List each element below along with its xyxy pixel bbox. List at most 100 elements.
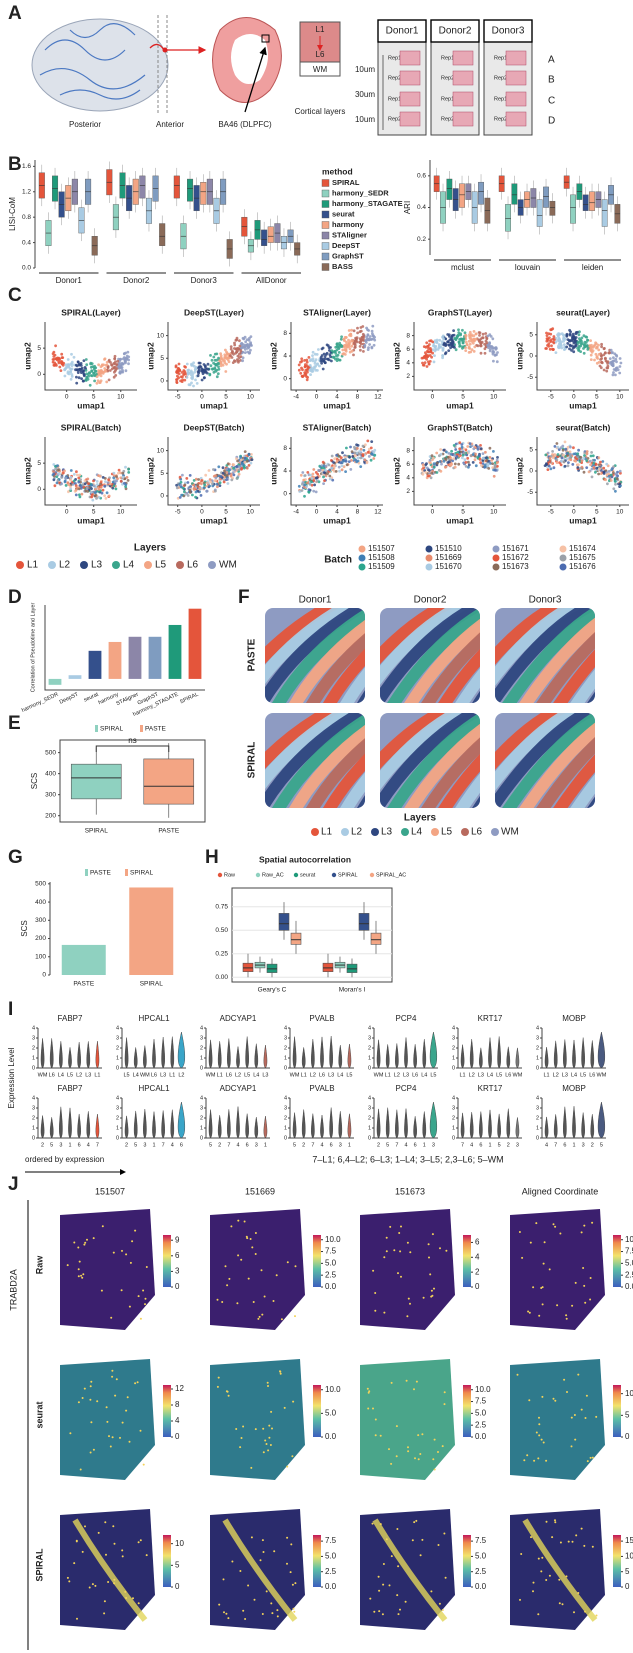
- x-tick-label: 8: [356, 509, 360, 516]
- hot-spot: [407, 1450, 410, 1453]
- embedding-dot: [197, 478, 201, 481]
- embedding-dot: [367, 338, 371, 342]
- violin: [385, 1107, 390, 1139]
- violin: [429, 1101, 438, 1139]
- legend-label: 151676: [569, 562, 596, 571]
- y-tick-label: 500: [45, 749, 56, 756]
- hot-spot: [228, 1277, 231, 1280]
- hot-spot: [433, 1438, 436, 1441]
- embedding-dot: [600, 360, 604, 364]
- embedding-dot: [182, 486, 185, 490]
- legend-label: WM: [219, 560, 237, 571]
- colorbar-label: 7.5: [475, 1536, 487, 1545]
- embedding-dot: [186, 494, 190, 497]
- column-title: 151669: [245, 1186, 275, 1196]
- embedding-dot: [616, 474, 619, 478]
- legend-swatch: [16, 561, 24, 569]
- embedding-dot: [614, 353, 618, 357]
- hot-spot: [136, 1381, 139, 1384]
- gene-title: MOBP: [562, 1084, 586, 1093]
- embedding-dot: [608, 357, 612, 360]
- tissue-section: [510, 1209, 605, 1330]
- embedding-dot: [204, 370, 208, 373]
- legend-swatch: [559, 563, 567, 571]
- embedding-dot: [612, 356, 615, 359]
- violin: [320, 1115, 324, 1139]
- row-title: PASTE: [247, 638, 258, 671]
- column-title: Donor2: [414, 595, 447, 606]
- x-tick-label: 3: [143, 1142, 146, 1148]
- embedding-dot: [548, 460, 552, 463]
- y-tick-label: 0: [37, 371, 41, 378]
- embedding-dot: [602, 466, 606, 470]
- embedding-dot: [84, 358, 88, 361]
- embedding-dot: [65, 365, 69, 369]
- embedding-dot: [221, 466, 225, 470]
- y-axis-label: Correlation of Pseudotime and Layer: [30, 603, 36, 693]
- hot-spot: [272, 1300, 275, 1302]
- violin: [413, 1116, 417, 1139]
- hot-spot: [443, 1403, 446, 1406]
- hot-spot: [128, 1440, 131, 1443]
- hot-spot: [279, 1370, 282, 1373]
- x-tick-label: 3: [432, 1142, 435, 1148]
- colorbar-label: 9: [175, 1235, 180, 1244]
- violin: [563, 1106, 567, 1139]
- violin: [133, 1047, 138, 1069]
- embedding-dot: [233, 343, 237, 347]
- embedding-dot: [311, 472, 315, 476]
- embedding-dot: [590, 475, 594, 479]
- embedding-dot: [187, 383, 191, 387]
- hot-spot: [369, 1597, 372, 1600]
- y-tick-label: 2: [116, 1115, 119, 1121]
- hot-spot: [577, 1373, 580, 1376]
- hot-spot: [422, 1296, 425, 1299]
- capture-area: [505, 70, 527, 86]
- embedding-dot: [303, 494, 306, 498]
- embedding-dot: [572, 350, 576, 354]
- hot-spot: [145, 1266, 148, 1268]
- capture-area: [399, 50, 421, 66]
- gene-title: ADCYAP1: [220, 1014, 257, 1023]
- bar: [148, 636, 162, 679]
- embedding-dot: [343, 455, 347, 459]
- embedding-dot: [441, 334, 445, 338]
- colorbar-label: 5.0: [475, 1552, 487, 1561]
- embedding-dot: [341, 451, 344, 455]
- embedding-dot: [327, 463, 331, 467]
- embedding-dot: [358, 330, 362, 334]
- legend-label: L5: [441, 827, 453, 838]
- embedding-dot: [183, 370, 187, 373]
- hot-spot: [537, 1457, 540, 1460]
- legend-label: seurat: [300, 872, 316, 878]
- embedding-dot: [192, 361, 196, 365]
- donor-label: Donor3: [492, 26, 525, 37]
- embedding-dot: [190, 364, 194, 367]
- x-tick-label: L1: [217, 1072, 223, 1078]
- embedding-dot: [117, 365, 120, 368]
- violin: [553, 1040, 558, 1069]
- hot-spot: [216, 1298, 219, 1301]
- embedding-dot: [353, 342, 356, 346]
- y-tick-label: 0: [116, 1065, 119, 1071]
- embedding-dot: [211, 367, 214, 371]
- embedding-dot: [461, 341, 465, 345]
- embedding-dot: [365, 460, 369, 464]
- rep-label: Rep1: [441, 96, 454, 102]
- hot-spot: [69, 1432, 72, 1435]
- x-tick-label: 3: [255, 1142, 258, 1148]
- embedding-dot: [545, 463, 548, 466]
- embedding-dot: [452, 457, 456, 461]
- tissue-layers: [495, 608, 595, 703]
- embedding-dot: [95, 375, 99, 378]
- hot-spot: [396, 1528, 399, 1530]
- embedding-dot: [609, 479, 613, 482]
- embedding-dot: [205, 489, 209, 493]
- y-tick-label: 300: [35, 917, 46, 924]
- x-tick-label: 1: [264, 1142, 267, 1148]
- hot-spot: [294, 1315, 296, 1318]
- embedding-dot: [192, 486, 196, 490]
- embedding-dot: [454, 338, 458, 341]
- x-tick-label: 1: [423, 1142, 426, 1148]
- embedding-dot: [76, 371, 80, 374]
